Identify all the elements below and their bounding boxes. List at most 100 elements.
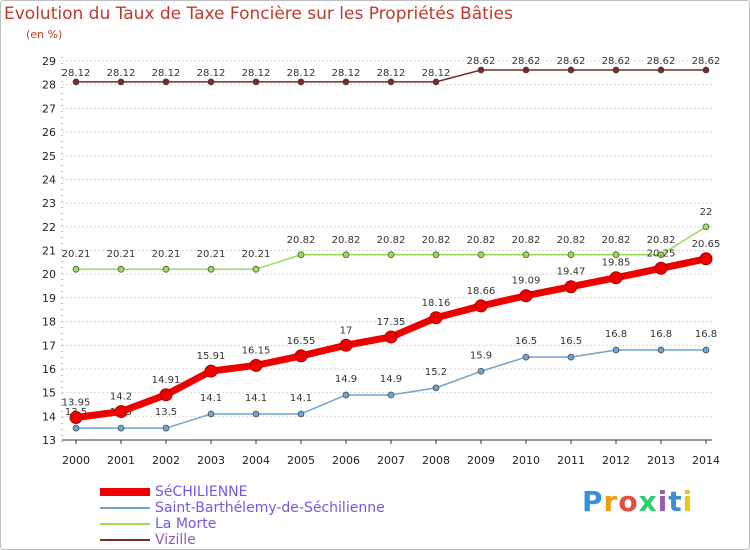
- data-label: 17: [340, 325, 353, 336]
- data-label: 28.12: [377, 68, 406, 79]
- data-label: 18.16: [422, 298, 451, 309]
- data-point: [297, 410, 305, 418]
- data-point: [522, 251, 530, 259]
- data-label: 18.66: [467, 286, 496, 297]
- data-point: [384, 330, 398, 344]
- data-point: [657, 251, 665, 259]
- data-label: 20.21: [107, 249, 136, 260]
- data-label: 16.5: [515, 336, 537, 347]
- data-label: 20.82: [647, 235, 676, 246]
- data-point: [252, 78, 260, 86]
- data-label: 28.12: [152, 68, 181, 79]
- data-point: [657, 346, 665, 354]
- x-tick-label: 2004: [242, 454, 270, 467]
- data-label: 20.82: [332, 235, 361, 246]
- data-label: 28.12: [62, 68, 91, 79]
- logo-letter: t: [668, 485, 683, 518]
- data-label: 17.35: [377, 317, 406, 328]
- series-0: 13.95 14.2 14.91 15.91 16.15 16.55 17 17.35 18.1…: [62, 239, 721, 424]
- data-label: 22: [700, 207, 713, 218]
- data-label: 14.91: [152, 375, 181, 386]
- data-point: [339, 338, 353, 352]
- series-2: 20.21 20.21 20.21 20.21 20.21 20.82 20.82 20.82…: [62, 207, 713, 273]
- data-label: 28.62: [692, 56, 721, 67]
- data-point: [567, 66, 575, 74]
- x-tick-label: 2012: [602, 454, 630, 467]
- data-point: [249, 358, 263, 372]
- logo-letter: i: [657, 485, 669, 518]
- data-label: 20.25: [647, 248, 676, 259]
- data-point: [477, 251, 485, 259]
- data-label: 28.62: [647, 56, 676, 67]
- y-tick-label: 24: [42, 173, 56, 186]
- data-label: 20.82: [557, 235, 586, 246]
- data-label: 28.12: [107, 68, 136, 79]
- data-point: [432, 251, 440, 259]
- data-point: [69, 410, 83, 424]
- data-label: 19.85: [602, 258, 631, 269]
- x-tick-label: 2010: [512, 454, 540, 467]
- data-point: [432, 384, 440, 392]
- data-label: 28.62: [557, 56, 586, 67]
- data-point: [657, 66, 665, 74]
- data-label: 28.62: [512, 56, 541, 67]
- data-label: 20.21: [152, 249, 181, 260]
- data-label: 28.62: [467, 56, 496, 67]
- y-tick-label: 28: [42, 79, 56, 92]
- legend-label: La Morte: [155, 516, 217, 532]
- data-point: [567, 353, 575, 361]
- data-point: [387, 251, 395, 259]
- data-point: [477, 66, 485, 74]
- data-point: [342, 78, 350, 86]
- legend-swatch: [100, 488, 150, 496]
- y-tick-label: 22: [42, 221, 56, 234]
- data-label: 16.15: [242, 345, 271, 356]
- data-point: [72, 424, 80, 432]
- data-point: [117, 78, 125, 86]
- data-point: [564, 280, 578, 294]
- x-tick-label: 2008: [422, 454, 450, 467]
- line-chart: 13 14 15 16 17 18 19 20 21 22 23 24 25 26 27 28 29 2000 20…: [42, 55, 721, 467]
- x-tick-label: 2002: [152, 454, 180, 467]
- data-label: 14.1: [245, 393, 267, 404]
- y-tick-label: 17: [42, 339, 56, 352]
- data-label: 20.82: [602, 235, 631, 246]
- data-label: 20.21: [197, 249, 226, 260]
- data-point: [522, 66, 530, 74]
- data-label: 13.95: [62, 397, 91, 408]
- y-tick-label: 27: [42, 102, 56, 115]
- data-point: [159, 388, 173, 402]
- y-tick-label: 21: [42, 245, 56, 258]
- data-label: 28.12: [422, 68, 451, 79]
- data-label: 20.65: [692, 239, 721, 250]
- data-label: 20.82: [512, 235, 541, 246]
- data-point: [204, 364, 218, 378]
- series-3: 28.12 28.12 28.12 28.12 28.12 28.12 28.12 28.12…: [62, 56, 721, 86]
- logo-letter: i: [682, 485, 694, 518]
- data-label: 16.8: [650, 329, 672, 340]
- data-label: 16.8: [695, 329, 717, 340]
- y-tick-label: 14: [42, 410, 56, 423]
- data-label: 28.12: [242, 68, 271, 79]
- legend-label: Saint-Barthélemy-de-Séchilienne: [155, 500, 385, 516]
- data-point: [162, 265, 170, 273]
- data-label: 14.1: [290, 393, 312, 404]
- proxiti-logo: Proxiti: [582, 485, 693, 518]
- data-point: [297, 78, 305, 86]
- x-tick-label: 2009: [467, 454, 495, 467]
- y-axis-unit: (en %): [26, 28, 63, 41]
- data-point: [702, 66, 710, 74]
- x-tick-label: 2005: [287, 454, 315, 467]
- data-point: [117, 265, 125, 273]
- legend-swatch: [100, 507, 150, 509]
- y-tick-label: 13: [42, 434, 56, 447]
- data-point: [342, 251, 350, 259]
- logo-letter: o: [618, 485, 639, 518]
- data-point: [519, 289, 533, 303]
- data-label: 15.91: [197, 351, 226, 362]
- data-label: 16.8: [605, 329, 627, 340]
- chart-title: Evolution du Taux de Taxe Foncière sur l…: [4, 4, 513, 24]
- data-point: [252, 265, 260, 273]
- data-label: 20.21: [62, 249, 91, 260]
- data-label: 20.82: [422, 235, 451, 246]
